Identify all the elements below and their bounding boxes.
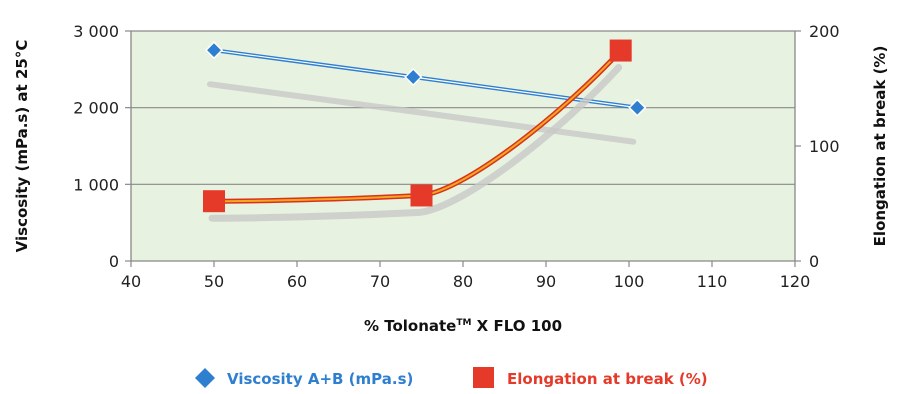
viscosity-point [204,41,224,60]
x-tick-label: 70 [370,272,390,291]
y-right-tick-label: 200 [809,22,840,41]
elongation-point [609,39,632,62]
viscosity-point [628,98,647,117]
viscosity-line-shadow [207,81,637,145]
y-right-tick-label: 100 [809,137,840,156]
y-left-tick-label: 3 000 [73,22,119,41]
y-left-axis-ticks: 0 1 000 2 000 3 000 [73,22,131,271]
x-axis-ticks: 40 50 60 70 80 90 100 110 120 [121,261,810,291]
plot-area [131,31,795,261]
legend: Viscosity A+B (mPa.s) Elongation at brea… [195,367,708,388]
x-axis-title-suffix: X FLO 100 [471,317,562,335]
elongation-point [203,190,225,213]
legend-label-elongation: Elongation at break (%) [507,370,708,388]
legend-square-icon [473,367,494,388]
x-tick-label: 60 [287,272,307,291]
y-right-axis-ticks: 0 100 200 [795,22,840,271]
elongation-point [410,184,433,207]
x-axis-title: % TolonateTM X FLO 100 [364,317,562,335]
y-right-tick-label: 0 [809,252,819,271]
legend-label-viscosity: Viscosity A+B (mPa.s) [227,370,413,388]
x-tick-label: 90 [536,272,556,291]
y-left-tick-label: 1 000 [73,175,119,194]
y-left-axis-title: Viscosity (mPa.s) at 25°C [13,40,31,253]
x-tick-label: 100 [614,272,645,291]
y-right-axis-title: Elongation at break (%) [871,46,889,247]
gridlines [131,30,795,185]
x-tick-label: 50 [204,272,224,291]
x-tick-label: 80 [453,272,473,291]
y-left-tick-label: 0 [109,252,119,271]
legend-diamond-icon [195,368,215,388]
legend-item-viscosity: Viscosity A+B (mPa.s) [195,368,413,388]
x-axis-title-main: % Tolonate [364,317,456,335]
elongation-line-shadow [208,64,623,222]
y-left-tick-label: 2 000 [73,99,119,118]
series-layer [203,39,647,222]
viscosity-point [404,67,423,87]
x-axis-title-tm: TM [456,318,471,328]
x-tick-label: 40 [121,272,141,291]
x-tick-label: 120 [780,272,811,291]
x-tick-label: 110 [697,272,728,291]
legend-item-elongation: Elongation at break (%) [473,367,708,388]
